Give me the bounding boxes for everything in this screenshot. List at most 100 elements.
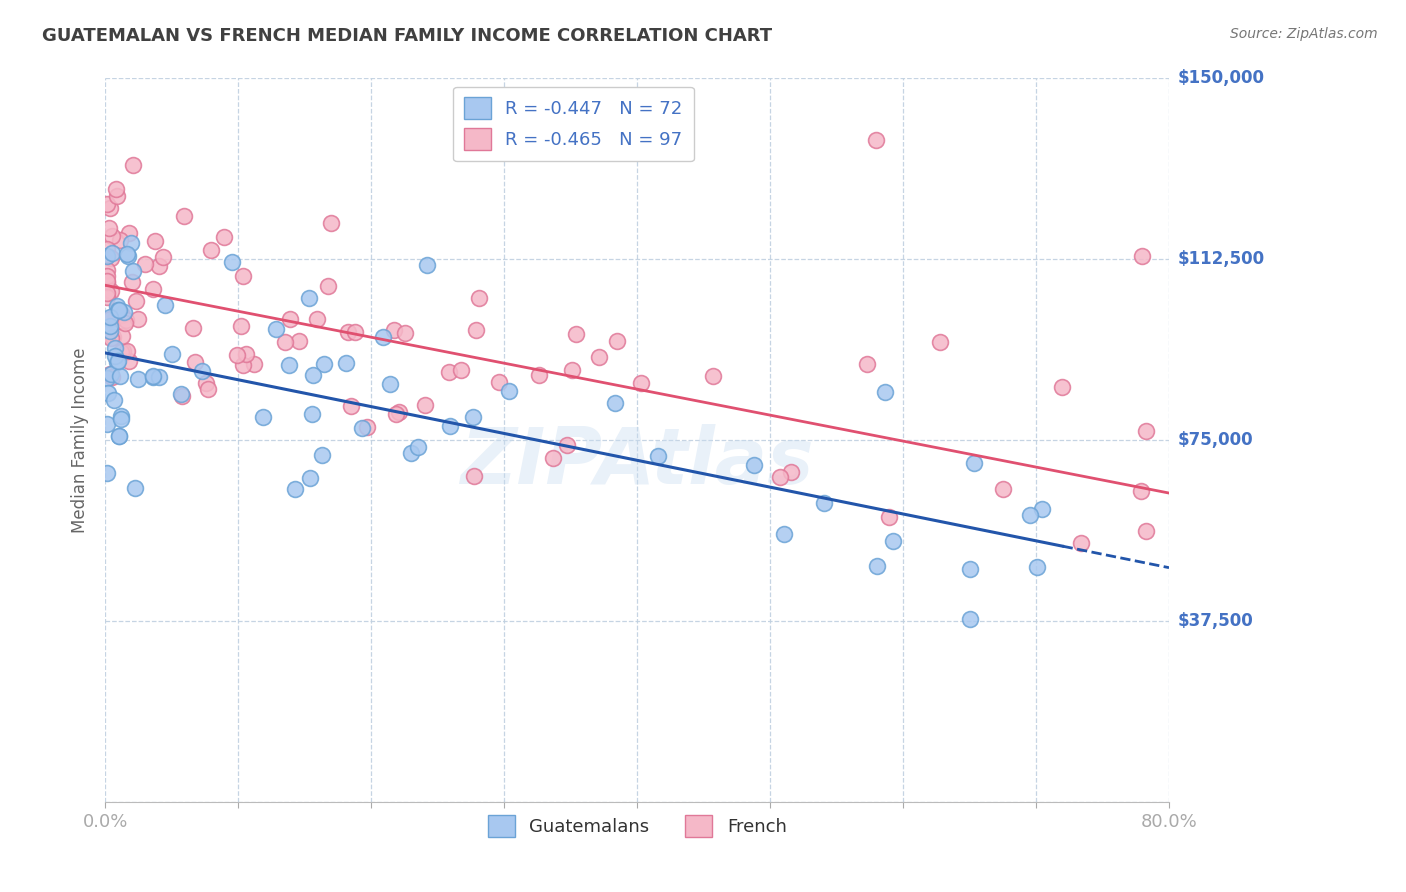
Point — [769, 469, 792, 483]
Point — [963, 456, 986, 470]
Point — [170, 387, 193, 401]
Point — [561, 363, 583, 377]
Point — [298, 470, 321, 484]
Point — [399, 446, 422, 460]
Point — [406, 440, 429, 454]
Point — [100, 368, 122, 382]
Point — [143, 234, 166, 248]
Point — [273, 335, 295, 350]
Point — [104, 310, 127, 325]
Point — [352, 421, 374, 435]
Point — [856, 357, 879, 371]
Point — [98, 367, 121, 381]
Point — [96, 249, 118, 263]
Point — [96, 286, 118, 301]
Point — [630, 376, 652, 390]
Point — [112, 305, 135, 319]
Point — [450, 363, 472, 377]
Point — [647, 449, 669, 463]
Point — [118, 353, 141, 368]
Point — [103, 349, 125, 363]
Point — [110, 409, 132, 424]
Point — [142, 282, 165, 296]
Point — [603, 396, 626, 410]
Point — [100, 284, 122, 298]
Point — [877, 509, 900, 524]
Point — [181, 320, 204, 334]
Point — [287, 334, 309, 348]
Point — [380, 376, 402, 391]
Point — [125, 294, 148, 309]
Point — [865, 133, 887, 147]
Point — [96, 263, 118, 277]
Point — [127, 371, 149, 385]
Point — [319, 216, 342, 230]
Point — [465, 323, 488, 337]
Point — [134, 257, 156, 271]
Point — [439, 419, 461, 434]
Point — [416, 258, 439, 272]
Point — [117, 249, 139, 263]
Text: GUATEMALAN VS FRENCH MEDIAN FAMILY INCOME CORRELATION CHART: GUATEMALAN VS FRENCH MEDIAN FAMILY INCOM… — [42, 27, 772, 45]
Point — [100, 331, 122, 345]
Point — [108, 428, 131, 442]
Point — [284, 482, 307, 496]
Point — [101, 370, 124, 384]
Point — [118, 226, 141, 240]
Point — [463, 469, 485, 483]
Point — [105, 188, 128, 202]
Point — [316, 279, 339, 293]
Point — [98, 201, 121, 215]
Point — [252, 409, 274, 424]
Text: Source: ZipAtlas.com: Source: ZipAtlas.com — [1230, 27, 1378, 41]
Point — [104, 182, 127, 196]
Point — [371, 330, 394, 344]
Point — [606, 334, 628, 348]
Point — [101, 228, 124, 243]
Point — [232, 269, 254, 284]
Point — [1129, 483, 1152, 498]
Point — [108, 369, 131, 384]
Point — [170, 389, 193, 403]
Point — [96, 274, 118, 288]
Point — [235, 347, 257, 361]
Point — [98, 220, 121, 235]
Point — [110, 345, 132, 359]
Point — [108, 429, 131, 443]
Point — [96, 417, 118, 432]
Point — [108, 233, 131, 247]
Point — [173, 209, 195, 223]
Point — [301, 407, 323, 421]
Point — [96, 197, 118, 211]
Point — [96, 290, 118, 304]
Point — [122, 159, 145, 173]
Point — [278, 358, 301, 372]
Point — [107, 303, 129, 318]
Point — [122, 264, 145, 278]
Point — [264, 321, 287, 335]
Point — [388, 405, 411, 419]
Point — [498, 384, 520, 399]
Point — [488, 375, 510, 389]
Point — [311, 448, 333, 462]
Point — [221, 255, 243, 269]
Point — [96, 269, 118, 284]
Point — [152, 250, 174, 264]
Point — [96, 467, 118, 481]
Point — [114, 316, 136, 330]
Legend: Guatemalans, French: Guatemalans, French — [481, 807, 794, 844]
Point — [1050, 379, 1073, 393]
Point — [100, 318, 122, 333]
Point — [340, 399, 363, 413]
Point — [142, 370, 165, 384]
Point — [214, 230, 236, 244]
Y-axis label: Median Family Income: Median Family Income — [72, 347, 89, 533]
Point — [1025, 560, 1047, 574]
Text: $37,500: $37,500 — [1177, 612, 1253, 630]
Point — [336, 325, 359, 339]
Point — [356, 419, 378, 434]
Point — [278, 312, 301, 326]
Point — [100, 252, 122, 266]
Point — [384, 407, 406, 421]
Point — [114, 313, 136, 327]
